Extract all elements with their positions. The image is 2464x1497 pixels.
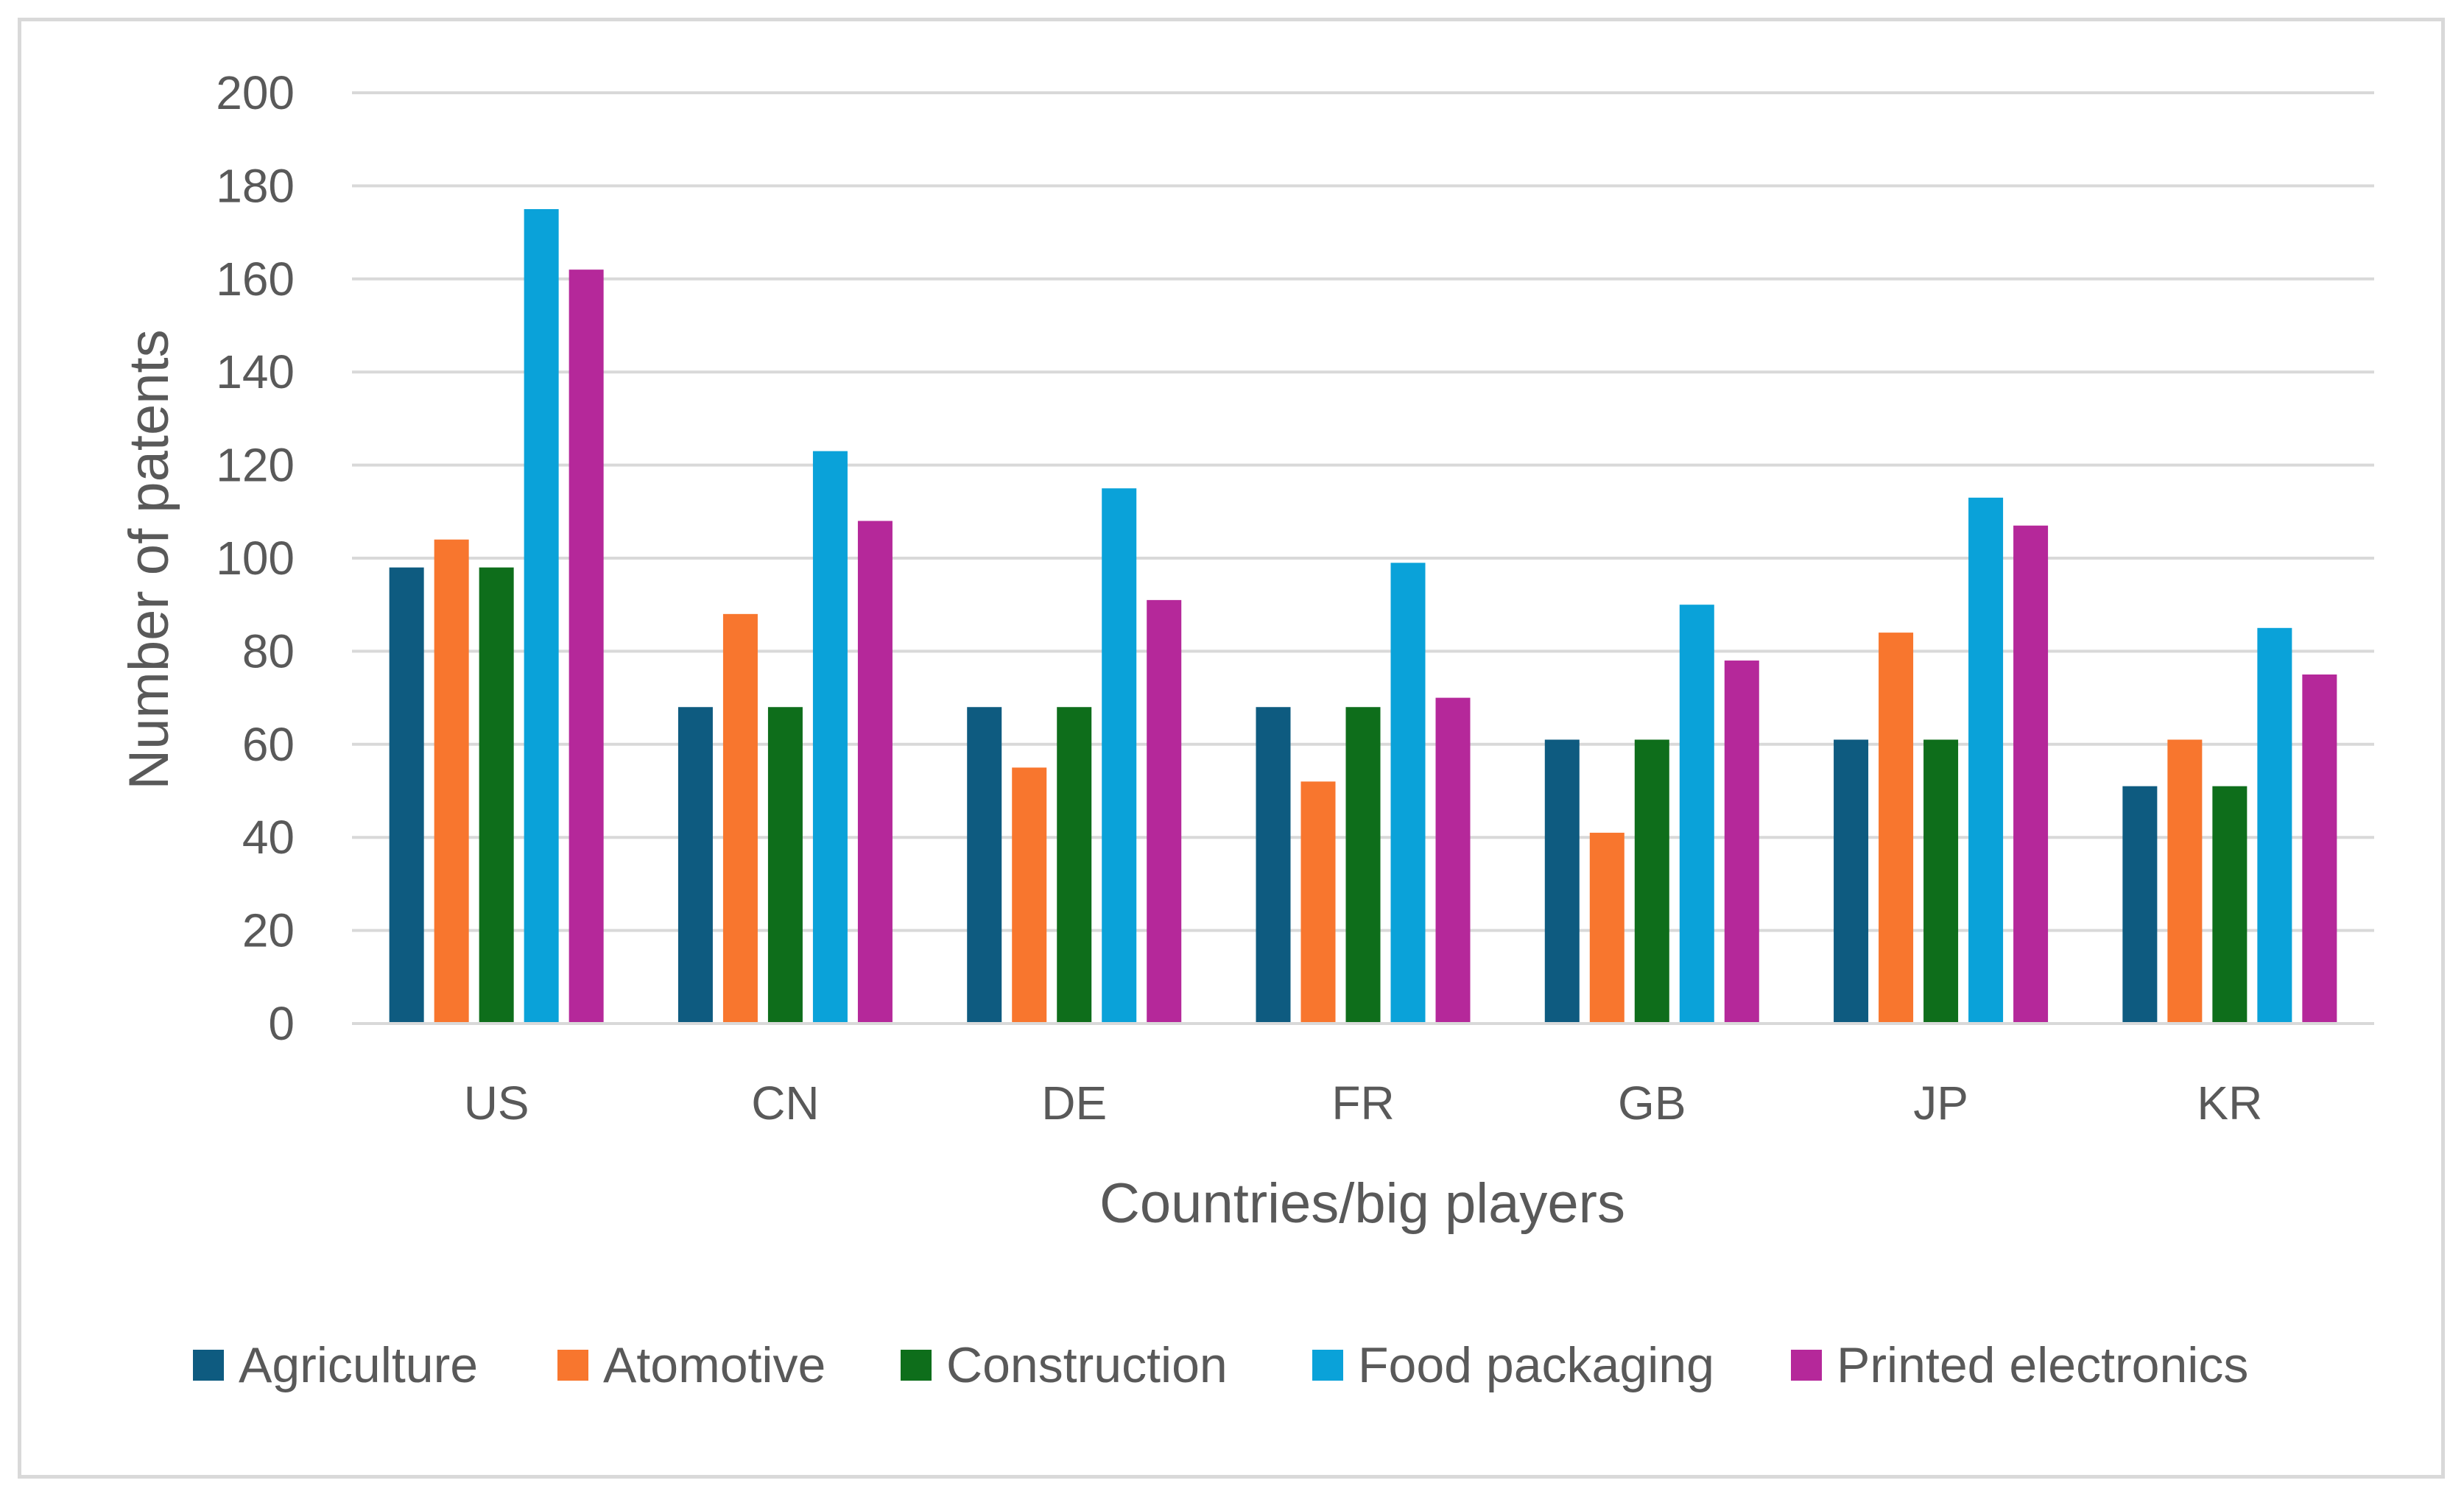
bar-de-atomotive xyxy=(1012,767,1047,1024)
bar-fr-atomotive xyxy=(1300,781,1336,1024)
legend-item-printed-electronics: Printed electronics xyxy=(1791,1337,2248,1393)
x-tick-label: GB xyxy=(1618,1077,1686,1130)
bar-fr-printed-electronics xyxy=(1435,697,1471,1024)
y-tick-label: 40 xyxy=(242,811,295,864)
y-tick-label: 160 xyxy=(216,253,295,306)
bar-de-construction xyxy=(1057,707,1092,1024)
bar-jp-atomotive xyxy=(1879,633,1914,1024)
bar-gb-construction xyxy=(1634,739,1669,1024)
bar-us-food-packaging xyxy=(524,209,559,1024)
legend-item-atomotive: Atomotive xyxy=(557,1337,826,1393)
y-tick-label: 120 xyxy=(216,439,295,492)
legend-item-agriculture: Agriculture xyxy=(193,1337,478,1393)
bar-us-agriculture xyxy=(389,567,424,1024)
bar-jp-agriculture xyxy=(1834,739,1869,1024)
bar-cn-construction xyxy=(767,707,803,1024)
y-tick-label: 200 xyxy=(216,66,295,119)
legend-swatch xyxy=(901,1350,932,1381)
bar-gb-atomotive xyxy=(1589,832,1625,1024)
legend-label: Agriculture xyxy=(239,1337,478,1393)
x-tick-label: DE xyxy=(1041,1077,1107,1130)
legend-swatch xyxy=(193,1350,224,1381)
bar-kr-atomotive xyxy=(2167,739,2203,1024)
bar-gb-printed-electronics xyxy=(1724,661,1759,1024)
x-tick-label: KR xyxy=(2197,1077,2262,1130)
bar-fr-food-packaging xyxy=(1390,563,1426,1024)
x-tick-label: CN xyxy=(751,1077,819,1130)
x-tick-label: US xyxy=(464,1077,529,1130)
bar-jp-printed-electronics xyxy=(2013,525,2049,1024)
x-tick-label: FR xyxy=(1331,1077,1394,1130)
y-tick-label: 60 xyxy=(242,718,295,771)
bar-gb-food-packaging xyxy=(1679,605,1714,1024)
legend: Agriculture Atomotive Construction Food pac… xyxy=(193,1337,2248,1393)
y-tick-label: 100 xyxy=(216,532,295,585)
bar-de-printed-electronics xyxy=(1147,599,1182,1024)
x-tick-label: JP xyxy=(1913,1077,1968,1130)
legend-label: Printed electronics xyxy=(1837,1337,2248,1393)
bar-cn-printed-electronics xyxy=(857,521,893,1024)
y-tick-label: 140 xyxy=(216,345,295,398)
y-tick-label: 180 xyxy=(216,159,295,212)
y-tick-label: 0 xyxy=(268,997,295,1050)
x-axis-title: Countries/big players xyxy=(1099,1172,1625,1235)
y-tick-label: 80 xyxy=(242,624,295,677)
legend-swatch xyxy=(1312,1350,1343,1381)
bar-jp-food-packaging xyxy=(1968,497,2004,1024)
bar-cn-agriculture xyxy=(677,707,713,1024)
legend-item-food-packaging: Food packaging xyxy=(1312,1337,1714,1393)
legend-label: Food packaging xyxy=(1358,1337,1714,1393)
bar-kr-agriculture xyxy=(2122,786,2158,1024)
bar-jp-construction xyxy=(1923,739,1959,1024)
bar-cn-food-packaging xyxy=(812,451,848,1024)
bar-us-printed-electronics xyxy=(569,270,604,1024)
y-axis-title: Number of patents xyxy=(118,329,180,789)
y-tick-label: 20 xyxy=(242,904,295,957)
bar-kr-construction xyxy=(2212,786,2247,1024)
bar-de-food-packaging xyxy=(1102,488,1137,1024)
bar-kr-printed-electronics xyxy=(2302,674,2337,1024)
legend-swatch xyxy=(1791,1350,1822,1381)
bar-de-agriculture xyxy=(967,707,1002,1024)
bar-cn-atomotive xyxy=(722,613,758,1024)
bar-us-atomotive xyxy=(434,539,469,1024)
y-axis-ticks: 0 20 40 60 80 100 120 140 160 180 200 xyxy=(216,66,295,1050)
x-axis-ticks: US CN DE FR GB JP KR xyxy=(464,1077,2263,1130)
bar-gb-agriculture xyxy=(1544,739,1580,1024)
legend-item-construction: Construction xyxy=(901,1337,1228,1393)
legend-label: Atomotive xyxy=(603,1337,826,1393)
bar-us-construction xyxy=(479,567,514,1024)
bar-kr-food-packaging xyxy=(2257,627,2292,1024)
bars xyxy=(389,209,2337,1024)
bar-fr-construction xyxy=(1345,707,1381,1024)
legend-label: Construction xyxy=(946,1337,1228,1393)
legend-swatch xyxy=(557,1350,588,1381)
bar-fr-agriculture xyxy=(1256,707,1291,1024)
